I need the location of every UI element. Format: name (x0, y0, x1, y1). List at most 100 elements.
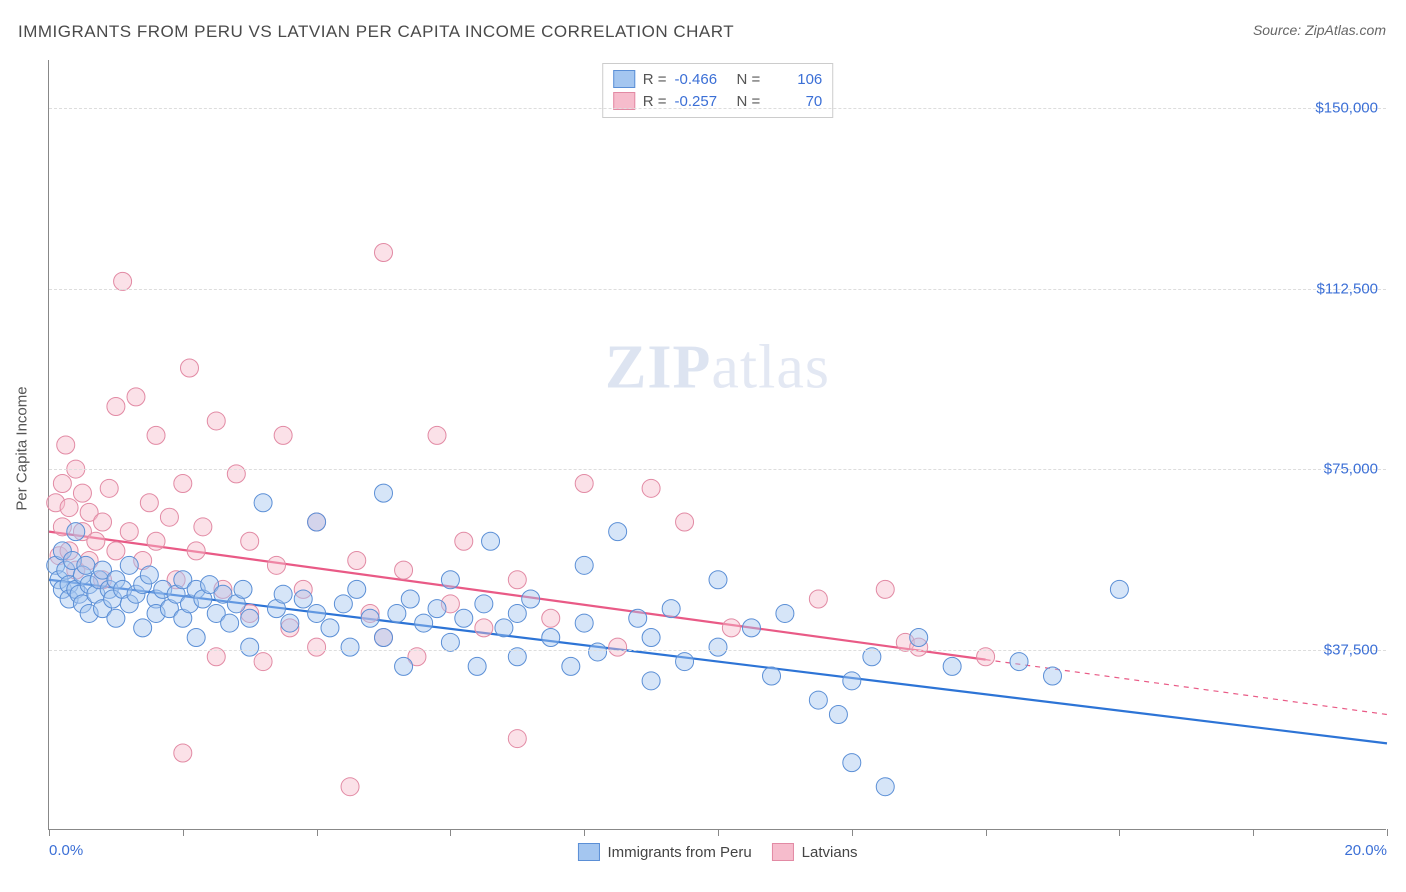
x-tick (1253, 829, 1254, 836)
data-point (234, 580, 252, 598)
data-point (642, 672, 660, 690)
x-tick (183, 829, 184, 836)
data-point (1010, 653, 1028, 671)
data-point (107, 609, 125, 627)
legend-r-value: -0.466 (675, 71, 729, 88)
data-point (575, 556, 593, 574)
legend-r-value: -0.257 (675, 93, 729, 110)
legend-swatch (577, 843, 599, 861)
data-point (562, 657, 580, 675)
data-point (187, 542, 205, 560)
data-point (609, 523, 627, 541)
x-tick (986, 829, 987, 836)
data-point (428, 600, 446, 618)
data-point (742, 619, 760, 637)
data-point (522, 590, 540, 608)
data-point (375, 244, 393, 262)
x-tick (317, 829, 318, 836)
gridline (49, 289, 1386, 290)
data-point (589, 643, 607, 661)
data-point (107, 542, 125, 560)
trend-line-dashed (986, 660, 1387, 715)
data-point (57, 436, 75, 454)
data-point (495, 619, 513, 637)
legend-n-label: N = (737, 71, 761, 88)
data-point (395, 561, 413, 579)
data-point (308, 638, 326, 656)
legend-r-label: R = (643, 93, 667, 110)
data-point (174, 744, 192, 762)
data-point (876, 580, 894, 598)
data-point (227, 465, 245, 483)
data-point (241, 609, 259, 627)
data-point (107, 398, 125, 416)
data-point (575, 475, 593, 493)
data-point (455, 609, 473, 627)
data-point (722, 619, 740, 637)
data-point (281, 614, 299, 632)
data-point (876, 778, 894, 796)
data-point (147, 426, 165, 444)
data-point (53, 475, 71, 493)
x-tick (584, 829, 585, 836)
data-point (662, 600, 680, 618)
data-point (140, 494, 158, 512)
legend-n-value: 70 (768, 93, 822, 110)
data-point (475, 619, 493, 637)
data-point (428, 426, 446, 444)
data-point (629, 609, 647, 627)
data-point (542, 629, 560, 647)
data-point (341, 638, 359, 656)
series-name: Latvians (802, 844, 858, 861)
data-point (308, 604, 326, 622)
data-point (609, 638, 627, 656)
data-point (140, 566, 158, 584)
data-point (207, 412, 225, 430)
data-point (375, 629, 393, 647)
data-point (254, 653, 272, 671)
data-point (77, 556, 95, 574)
data-point (73, 484, 91, 502)
data-point (809, 590, 827, 608)
data-point (241, 638, 259, 656)
plot-area: ZIPatlas R =-0.466N =106R =-0.257N =70 I… (48, 60, 1386, 830)
data-point (829, 706, 847, 724)
data-point (87, 532, 105, 550)
gridline (49, 108, 1386, 109)
data-point (375, 484, 393, 502)
data-point (341, 778, 359, 796)
data-point (348, 580, 366, 598)
data-point (415, 614, 433, 632)
y-tick-label: $37,500 (1324, 641, 1378, 658)
data-point (642, 629, 660, 647)
data-point (120, 523, 138, 541)
data-point (254, 494, 272, 512)
data-point (1110, 580, 1128, 598)
data-point (709, 571, 727, 589)
data-point (274, 585, 292, 603)
x-tick (718, 829, 719, 836)
data-point (221, 614, 239, 632)
series-legend-item: Latvians (772, 843, 858, 861)
plot-svg (49, 60, 1386, 829)
x-tick (852, 829, 853, 836)
chart-title: IMMIGRANTS FROM PERU VS LATVIAN PER CAPI… (18, 22, 734, 42)
data-point (160, 508, 178, 526)
data-point (147, 532, 165, 550)
data-point (809, 691, 827, 709)
gridline (49, 469, 1386, 470)
x-tick-label: 0.0% (49, 842, 83, 859)
data-point (267, 556, 285, 574)
data-point (943, 657, 961, 675)
series-name: Immigrants from Peru (607, 844, 751, 861)
data-point (241, 532, 259, 550)
data-point (482, 532, 500, 550)
data-point (763, 667, 781, 685)
data-point (180, 359, 198, 377)
x-tick (1119, 829, 1120, 836)
data-point (508, 571, 526, 589)
data-point (1044, 667, 1062, 685)
y-axis-label: Per Capita Income (14, 386, 31, 510)
legend-n-value: 106 (768, 71, 822, 88)
data-point (468, 657, 486, 675)
